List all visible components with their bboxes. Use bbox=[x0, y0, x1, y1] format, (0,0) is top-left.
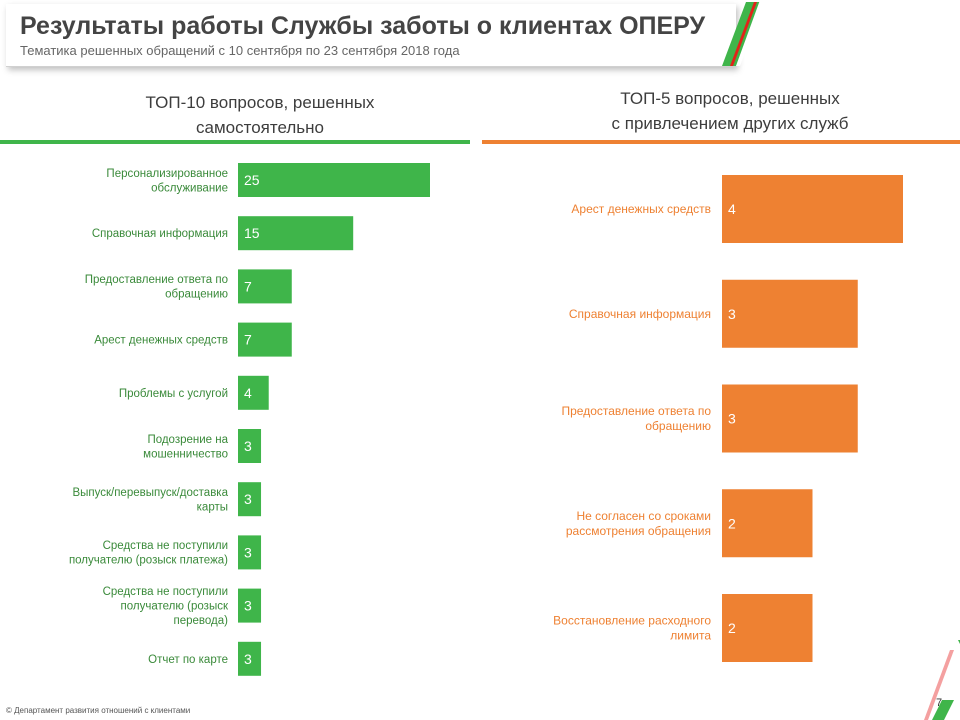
chart1-bar-6 bbox=[238, 429, 262, 463]
right-heading-underline bbox=[482, 140, 960, 144]
chart1-category-label-9: Средства не поступили получателю (розыск п… bbox=[103, 586, 229, 627]
chart1-category-label-4: Арест денежных средств bbox=[94, 335, 228, 347]
chart1-value-label-2: 15 bbox=[244, 225, 260, 241]
chart2-category-label-1: Арест денежных средств bbox=[571, 202, 711, 216]
chart1-bar-10 bbox=[238, 641, 262, 676]
footnote: © Департамент развития отношений с клиен… bbox=[6, 706, 191, 715]
chart2-bar-1 bbox=[722, 175, 903, 243]
chart2-bar-2 bbox=[722, 279, 858, 348]
right-chart-heading-line-1: ТОП-5 вопросов, решенных bbox=[620, 89, 840, 108]
chart2-value-label-4: 2 bbox=[728, 515, 736, 531]
chart2-category-label-5: Восстановление расходного лимита bbox=[553, 614, 711, 643]
page-title: Результаты работы Службы заботы о клиент… bbox=[20, 12, 706, 40]
chart2-bar-5 bbox=[722, 594, 813, 662]
chart1-bar-4 bbox=[238, 322, 292, 357]
right-chart-heading-line-2: с привлечением других служб bbox=[611, 114, 849, 133]
chart1-category-label-10: Отчет по карте bbox=[148, 654, 228, 666]
chart1-bar-8 bbox=[238, 535, 262, 570]
chart1-category-label-8: Средства не поступили получателю (розыск … bbox=[69, 540, 228, 567]
chart1-bar-2 bbox=[238, 216, 354, 251]
chart1-category-label-5: Проблемы с услугой bbox=[119, 388, 228, 400]
chart1-category-label-1: Персонализированное обслуживание bbox=[106, 168, 228, 195]
chart1-value-label-10: 3 bbox=[244, 651, 252, 667]
chart1-value-label-3: 7 bbox=[244, 278, 252, 294]
chart2-value-label-2: 3 bbox=[728, 306, 736, 322]
page-number: 7 bbox=[936, 697, 943, 709]
chart1-value-label-9: 3 bbox=[244, 598, 252, 614]
chart1-value-label-5: 4 bbox=[244, 385, 252, 401]
right-chart-heading: ТОП-5 вопросов, решенных с привлечением … bbox=[520, 86, 940, 136]
left-chart-heading: ТОП-10 вопросов, решенных самостоятельно bbox=[60, 90, 460, 140]
chart2-bar-4 bbox=[722, 489, 813, 558]
chart1-category-label-6: Подозрение на мошенничество bbox=[143, 434, 228, 461]
bottom-stripes-decoration bbox=[924, 640, 960, 720]
left-heading-underline bbox=[0, 140, 470, 144]
chart1-bar-1 bbox=[238, 163, 430, 197]
chart1-value-label-1: 25 bbox=[244, 172, 260, 188]
chart1-category-label-3: Предоставление ответа по обращению bbox=[85, 274, 229, 301]
left-chart-heading-line-1: ТОП-10 вопросов, решенных bbox=[145, 93, 375, 112]
chart2-value-label-1: 4 bbox=[728, 201, 736, 217]
left-chart-heading-line-2: самостоятельно bbox=[196, 118, 324, 137]
chart1-value-label-7: 3 bbox=[244, 491, 252, 507]
title-box: Результаты работы Службы заботы о клиент… bbox=[6, 4, 736, 67]
chart1-value-label-8: 3 bbox=[244, 544, 252, 560]
chart1-bar-7 bbox=[238, 482, 262, 517]
chart2-bar-3 bbox=[722, 384, 858, 453]
chart2-category-label-3: Предоставление ответа по обращению bbox=[562, 404, 712, 433]
page-subtitle: Тематика решенных обращений с 10 сентябр… bbox=[20, 43, 460, 58]
chart2-value-label-3: 3 bbox=[728, 411, 736, 427]
corner-stripes-decoration bbox=[722, 0, 764, 66]
chart2-value-label-5: 2 bbox=[728, 620, 736, 636]
chart1-value-label-4: 7 bbox=[244, 332, 252, 348]
chart1-category-label-2: Справочная информация bbox=[92, 228, 228, 240]
chart1-bar-9 bbox=[238, 588, 262, 623]
chart1-value-label-6: 3 bbox=[244, 438, 252, 454]
chart1-category-label-7: Выпуск/перевыпуск/доставка карты bbox=[72, 487, 228, 513]
chart2-category-label-4: Не согласен со сроками рассмотрения обращ… bbox=[566, 509, 711, 538]
chart2-category-label-2: Справочная информация bbox=[569, 307, 711, 321]
chart1-bar-5 bbox=[238, 375, 269, 410]
chart1-bar-3 bbox=[238, 269, 292, 304]
